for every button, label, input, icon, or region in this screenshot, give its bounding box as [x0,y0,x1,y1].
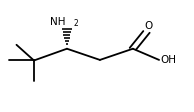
Text: O: O [144,21,152,31]
Text: NH: NH [50,17,66,27]
Text: OH: OH [160,55,176,65]
Text: 2: 2 [73,19,78,28]
